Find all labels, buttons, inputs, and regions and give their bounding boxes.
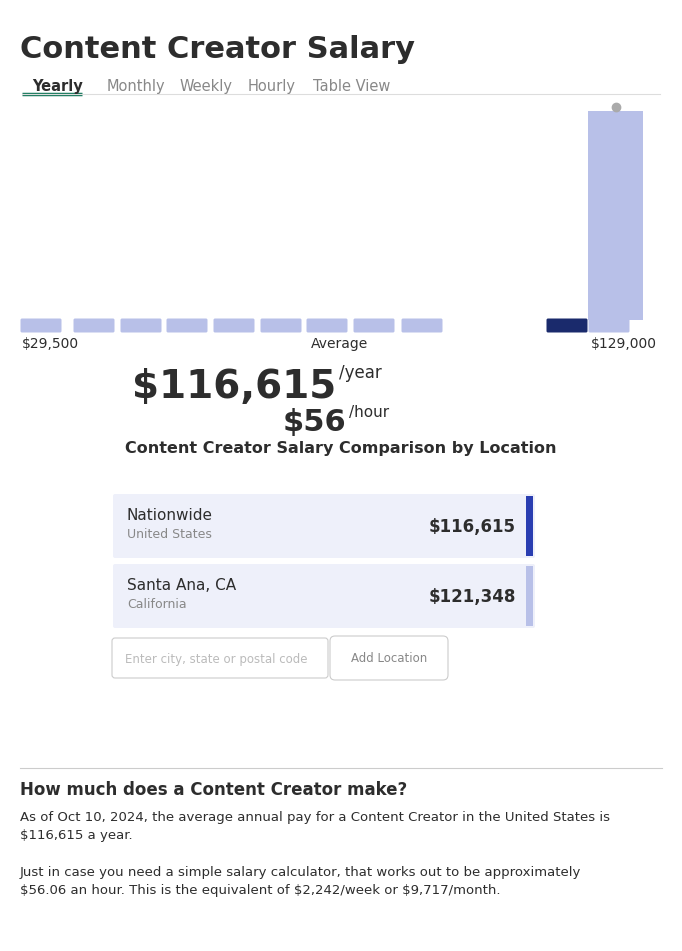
FancyBboxPatch shape xyxy=(589,319,629,333)
Text: $116,615: $116,615 xyxy=(132,368,336,406)
Text: As of Oct 10, 2024, the average annual pay for a Content Creator in the United S: As of Oct 10, 2024, the average annual p… xyxy=(20,811,610,824)
Text: Weekly: Weekly xyxy=(180,79,233,94)
Bar xyxy=(526,566,533,626)
FancyBboxPatch shape xyxy=(353,319,394,333)
FancyBboxPatch shape xyxy=(306,319,348,333)
Text: Just in case you need a simple salary calculator, that works out to be approxima: Just in case you need a simple salary ca… xyxy=(20,866,581,879)
Text: Content Creator Salary Comparison by Location: Content Creator Salary Comparison by Loc… xyxy=(125,441,557,456)
Text: /hour: /hour xyxy=(349,405,389,420)
Text: United States: United States xyxy=(127,528,212,541)
FancyBboxPatch shape xyxy=(166,319,207,333)
Text: $116,615 a year.: $116,615 a year. xyxy=(20,829,132,842)
Text: $29,500: $29,500 xyxy=(22,337,79,351)
FancyBboxPatch shape xyxy=(74,319,115,333)
Text: Yearly: Yearly xyxy=(32,79,83,94)
Text: Content Creator Salary: Content Creator Salary xyxy=(20,35,415,64)
Text: Average: Average xyxy=(311,337,368,351)
FancyBboxPatch shape xyxy=(546,319,587,333)
Text: Nationwide: Nationwide xyxy=(127,508,213,523)
Text: Table View: Table View xyxy=(313,79,390,94)
Text: $129,000: $129,000 xyxy=(591,337,657,351)
Text: California: California xyxy=(127,598,187,611)
Text: Monthly: Monthly xyxy=(107,79,166,94)
FancyBboxPatch shape xyxy=(113,494,535,558)
Text: Santa Ana, CA: Santa Ana, CA xyxy=(127,578,236,593)
FancyBboxPatch shape xyxy=(121,319,162,333)
Text: Hourly: Hourly xyxy=(248,79,296,94)
FancyBboxPatch shape xyxy=(20,319,61,333)
Text: How much does a Content Creator make?: How much does a Content Creator make? xyxy=(20,781,407,799)
Bar xyxy=(588,111,643,320)
Text: $121,348: $121,348 xyxy=(428,588,516,606)
FancyBboxPatch shape xyxy=(330,636,448,680)
FancyBboxPatch shape xyxy=(112,638,328,678)
Text: Add Location: Add Location xyxy=(351,652,427,666)
Text: $56: $56 xyxy=(282,408,346,437)
Text: $56.06 an hour. This is the equivalent of $2,242/week or $9,717/month.: $56.06 an hour. This is the equivalent o… xyxy=(20,884,501,897)
FancyBboxPatch shape xyxy=(113,564,535,628)
Text: Enter city, state or postal code: Enter city, state or postal code xyxy=(125,652,308,666)
FancyBboxPatch shape xyxy=(261,319,301,333)
Text: /year: /year xyxy=(339,364,382,382)
Text: $116,615: $116,615 xyxy=(429,518,516,536)
FancyBboxPatch shape xyxy=(402,319,443,333)
FancyBboxPatch shape xyxy=(213,319,254,333)
Bar xyxy=(526,496,533,556)
